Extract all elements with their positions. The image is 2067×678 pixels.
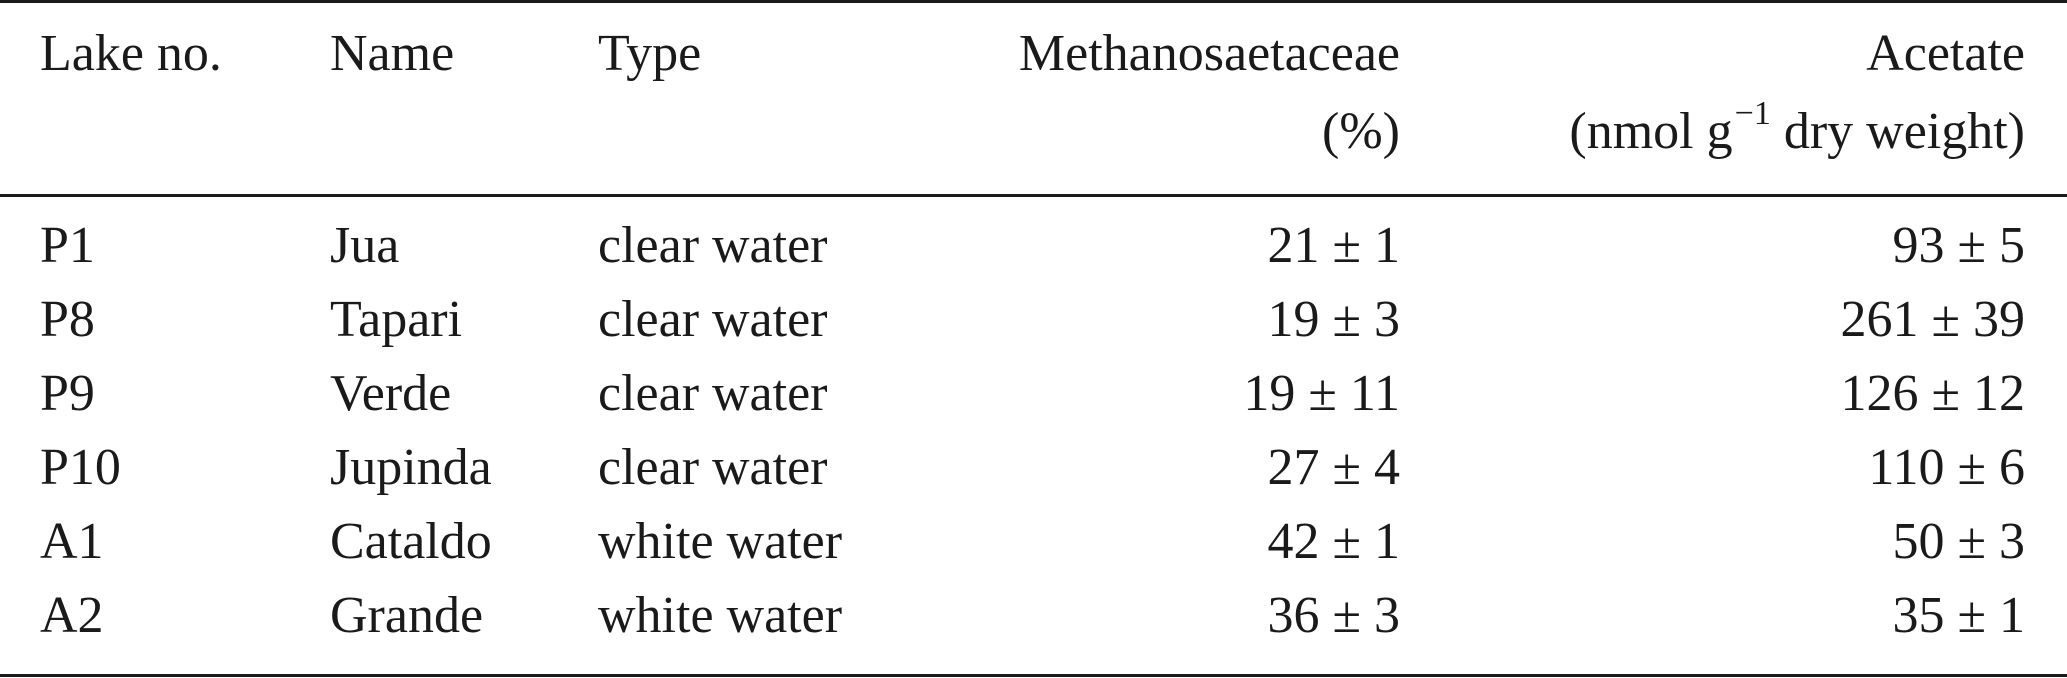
cell-methanosaetaceae: 19 ± 11	[1243, 365, 1400, 422]
cell-name: Grande	[330, 587, 484, 644]
header-name: Name	[330, 25, 455, 82]
cell-lake-no: A2	[40, 587, 104, 644]
cell-type: white water	[598, 587, 843, 644]
cell-name: Jupinda	[330, 439, 492, 496]
header-lake-no: Lake no.	[40, 25, 222, 82]
cell-type: clear water	[598, 291, 828, 348]
header-rule	[0, 194, 2067, 197]
cell-methanosaetaceae: 21 ± 1	[1267, 217, 1400, 274]
cell-lake-no: A1	[40, 513, 104, 570]
cell-type: clear water	[598, 365, 828, 422]
cell-acetate: 35 ± 1	[1892, 587, 2025, 644]
header-methanosaetaceae-unit: (%)	[1322, 103, 1400, 160]
cell-methanosaetaceae: 19 ± 3	[1267, 291, 1400, 348]
cell-name: Cataldo	[330, 513, 492, 570]
bottom-rule	[0, 674, 2067, 677]
cell-methanosaetaceae: 27 ± 4	[1267, 439, 1400, 496]
cell-lake-no: P9	[40, 365, 95, 422]
cell-acetate: 50 ± 3	[1892, 513, 2025, 570]
cell-lake-no: P8	[40, 291, 95, 348]
cell-acetate: 110 ± 6	[1868, 439, 2025, 496]
cell-type: clear water	[598, 439, 828, 496]
cell-lake-no: P1	[40, 217, 95, 274]
header-methanosaetaceae: Methanosaetaceae	[1018, 25, 1400, 82]
cell-name: Verde	[330, 365, 452, 422]
cell-methanosaetaceae: 36 ± 3	[1267, 587, 1400, 644]
cell-acetate: 126 ± 12	[1840, 365, 2025, 422]
acetate-unit-post: dry weight)	[1770, 103, 2025, 160]
header-acetate: Acetate	[1866, 25, 2025, 82]
cell-name: Tapari	[330, 291, 463, 348]
cell-name: Jua	[330, 217, 400, 274]
cell-type: clear water	[598, 217, 828, 274]
header-acetate-unit: (nmol g−1 dry weight)	[1569, 96, 2025, 160]
cell-methanosaetaceae: 42 ± 1	[1267, 513, 1400, 570]
acetate-unit-exponent: −1	[1734, 94, 1771, 132]
acetate-unit-pre: (nmol g	[1569, 103, 1733, 160]
cell-acetate: 93 ± 5	[1892, 217, 2025, 274]
cell-type: white water	[598, 513, 843, 570]
top-rule	[0, 0, 2067, 3]
header-type: Type	[598, 25, 702, 82]
cell-lake-no: P10	[40, 439, 121, 496]
cell-acetate: 261 ± 39	[1840, 291, 2025, 348]
